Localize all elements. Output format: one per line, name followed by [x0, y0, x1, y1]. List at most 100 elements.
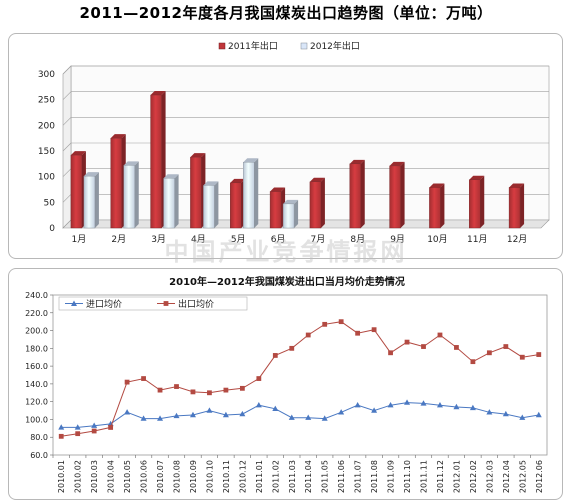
- data-point: [519, 414, 526, 420]
- data-point: [75, 431, 81, 437]
- data-point: [535, 411, 542, 418]
- x-tick-label: 2011.09: [387, 460, 396, 493]
- bar: [389, 161, 405, 229]
- data-point: [91, 422, 98, 428]
- data-point: [272, 405, 279, 411]
- series-line-export: [61, 321, 539, 437]
- y-tick-label: 180.0: [25, 344, 48, 353]
- data-point: [58, 433, 64, 439]
- x-tick-label: 8月: [350, 234, 365, 245]
- y-tick-label: 50: [44, 198, 56, 208]
- data-point: [486, 409, 493, 415]
- data-point: [371, 407, 378, 413]
- data-point: [190, 389, 196, 395]
- x-tick-label: 2010.06: [140, 460, 149, 493]
- bar: [110, 134, 126, 229]
- legend-label: 2011年出口: [228, 40, 278, 52]
- data-point: [305, 332, 311, 338]
- data-point: [91, 428, 97, 434]
- data-point: [256, 376, 262, 381]
- x-tick-label: 2012.01: [452, 460, 461, 493]
- x-tick-label: 2012.06: [535, 460, 544, 493]
- x-tick-label: 4月: [191, 234, 206, 245]
- legend-label: 进口均价: [86, 298, 122, 310]
- gridline: [62, 117, 72, 126]
- page-title: 2011—2012年度各月我国煤炭出口趋势图（单位：万吨）: [79, 4, 493, 22]
- legend-box: [58, 296, 248, 311]
- x-tick-label: 10月: [427, 234, 447, 245]
- data-point: [74, 424, 81, 430]
- series-line-import: [61, 402, 539, 428]
- data-point: [223, 387, 229, 393]
- y-tick-label: 220.0: [25, 309, 48, 318]
- x-tick-label: 2010.07: [156, 460, 165, 493]
- y-tick-label: 100.0: [25, 415, 48, 424]
- bar: [230, 178, 246, 229]
- x-tick-label: 2011.07: [354, 460, 363, 493]
- x-tick-label: 2010.11: [222, 460, 231, 493]
- y-tick-label: 240.0: [25, 291, 48, 300]
- bar: [309, 177, 325, 229]
- x-tick-label: 6月: [271, 234, 286, 245]
- data-point: [322, 321, 328, 327]
- bar: [150, 91, 166, 229]
- bar: [203, 181, 219, 229]
- x-tick-label: 2010.10: [205, 460, 214, 493]
- x-tick-label: 2010.08: [173, 460, 182, 493]
- data-point: [470, 359, 476, 365]
- legend-label: 出口均价: [178, 298, 214, 310]
- data-point: [420, 400, 427, 406]
- data-point: [255, 402, 262, 408]
- data-point: [288, 414, 295, 420]
- bar: [469, 175, 485, 229]
- line-chart-title: 2010年—2012年我国煤炭进出口当月均价走势情况: [169, 275, 405, 288]
- data-point: [454, 345, 459, 350]
- bar: [163, 174, 179, 229]
- data-point: [404, 339, 410, 345]
- bar: [429, 183, 445, 229]
- x-tick-label: 11月: [467, 234, 487, 245]
- x-tick-label: 2010.12: [238, 460, 247, 493]
- bar: [83, 172, 99, 229]
- data-point: [239, 385, 245, 391]
- data-point: [174, 384, 179, 389]
- data-point: [321, 415, 328, 421]
- y-tick-label: 140.0: [25, 380, 48, 389]
- data-point: [173, 412, 180, 419]
- data-point: [355, 330, 361, 336]
- x-tick-label: 2010.03: [90, 460, 99, 493]
- x-tick-label: 2011.12: [436, 460, 445, 493]
- data-point: [157, 387, 163, 393]
- data-point: [189, 411, 196, 418]
- data-point: [436, 402, 443, 408]
- y-tick-label: 250: [38, 96, 55, 106]
- bar-chart: 0 50 100 150 200 250 300 1月 2月 3月 4月 5月 6月 7月 8月 9月 10月 1…: [38, 40, 550, 245]
- data-point: [503, 344, 509, 349]
- gridline: [62, 168, 72, 177]
- bar: [282, 199, 299, 229]
- plot-area: [52, 294, 548, 456]
- line-chart: 2010年—2012年我国煤炭进出口当月均价走势情况 60.0 80.0 100.0 1…: [25, 275, 548, 493]
- x-tick-label: 2012.04: [502, 460, 511, 493]
- x-tick-label: 2月: [111, 234, 126, 245]
- y-tick-label: 120.0: [25, 398, 48, 407]
- x-tick-label: 2011.08: [370, 460, 379, 493]
- y-tick-label: 100: [38, 173, 55, 183]
- data-point: [108, 425, 114, 430]
- x-tick-label: 2012.02: [469, 460, 478, 493]
- x-tick-label: 2011.05: [321, 460, 330, 493]
- x-tick-label: 2010.02: [74, 460, 83, 493]
- data-point: [338, 409, 345, 415]
- x-tick-label: 2012.05: [518, 460, 527, 493]
- data-point: [453, 403, 460, 410]
- data-point: [207, 390, 212, 396]
- data-point: [222, 411, 229, 418]
- data-point: [519, 354, 525, 360]
- x-tick-label: 2012.03: [485, 460, 494, 493]
- x-tick-label: 2011.10: [403, 460, 412, 493]
- x-tick-label: 2011.03: [288, 460, 297, 493]
- y-tick-label: 60.0: [30, 451, 48, 460]
- y-tick-label: 300: [38, 70, 55, 80]
- x-tick-label: 2011.06: [337, 460, 346, 493]
- data-point: [437, 332, 443, 338]
